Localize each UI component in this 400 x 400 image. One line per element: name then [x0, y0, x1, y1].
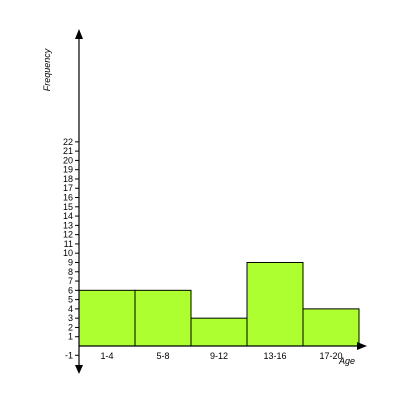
y-tick-label: 1: [68, 332, 73, 342]
bar-9-12: [190, 317, 248, 347]
y-tick-label: 18: [63, 174, 73, 184]
y-tick-label: 13: [63, 220, 73, 230]
y-axis-up-arrow: [75, 29, 83, 39]
x-axis-title: Age: [338, 356, 355, 366]
x-tick-label: 5-8: [156, 351, 169, 361]
x-axis-right-arrow: [357, 342, 367, 350]
y-tick-label: 6: [68, 285, 73, 295]
y-tick-label: 19: [63, 165, 73, 175]
y-tick-label: 4: [68, 304, 73, 314]
bar-13-16: [246, 261, 304, 347]
y-tick-label: 7: [68, 276, 73, 286]
y-tick-label: 12: [63, 230, 73, 240]
bar-17-20: [302, 308, 360, 347]
bars: [78, 261, 360, 347]
x-tick-label: 1-4: [100, 351, 113, 361]
y-tick-label: 10: [63, 248, 73, 258]
axes: [75, 29, 367, 374]
bar-5-8: [134, 289, 192, 347]
x-tick-labels: 1-4 5-8 9-12 13-16 17-20: [100, 351, 342, 361]
y-axis-title: Frequency: [42, 48, 52, 91]
y-tick-label: -1: [65, 350, 73, 360]
x-tick-label: 9-12: [210, 351, 228, 361]
y-tick-label: 2: [68, 322, 73, 332]
y-tick-label: 8: [68, 267, 73, 277]
y-tick-label: 9: [68, 257, 73, 267]
y-tick-label: 20: [63, 155, 73, 165]
y-tick-label: 5: [68, 295, 73, 305]
x-tick-label: 13-16: [263, 351, 286, 361]
y-tick-label: 21: [63, 146, 73, 156]
bar-1-4: [78, 289, 136, 347]
y-tick-label: 3: [68, 313, 73, 323]
y-tick-label: 11: [64, 239, 73, 249]
y-tick-label: 22: [63, 137, 73, 147]
y-tick-label: 14: [63, 211, 73, 221]
y-axis-down-arrow: [75, 365, 83, 374]
y-tick-label: 16: [63, 193, 73, 203]
y-tick-label: 15: [63, 202, 73, 212]
x-tick-label: 17-20: [319, 351, 342, 361]
y-tick-label: 17: [63, 183, 73, 193]
